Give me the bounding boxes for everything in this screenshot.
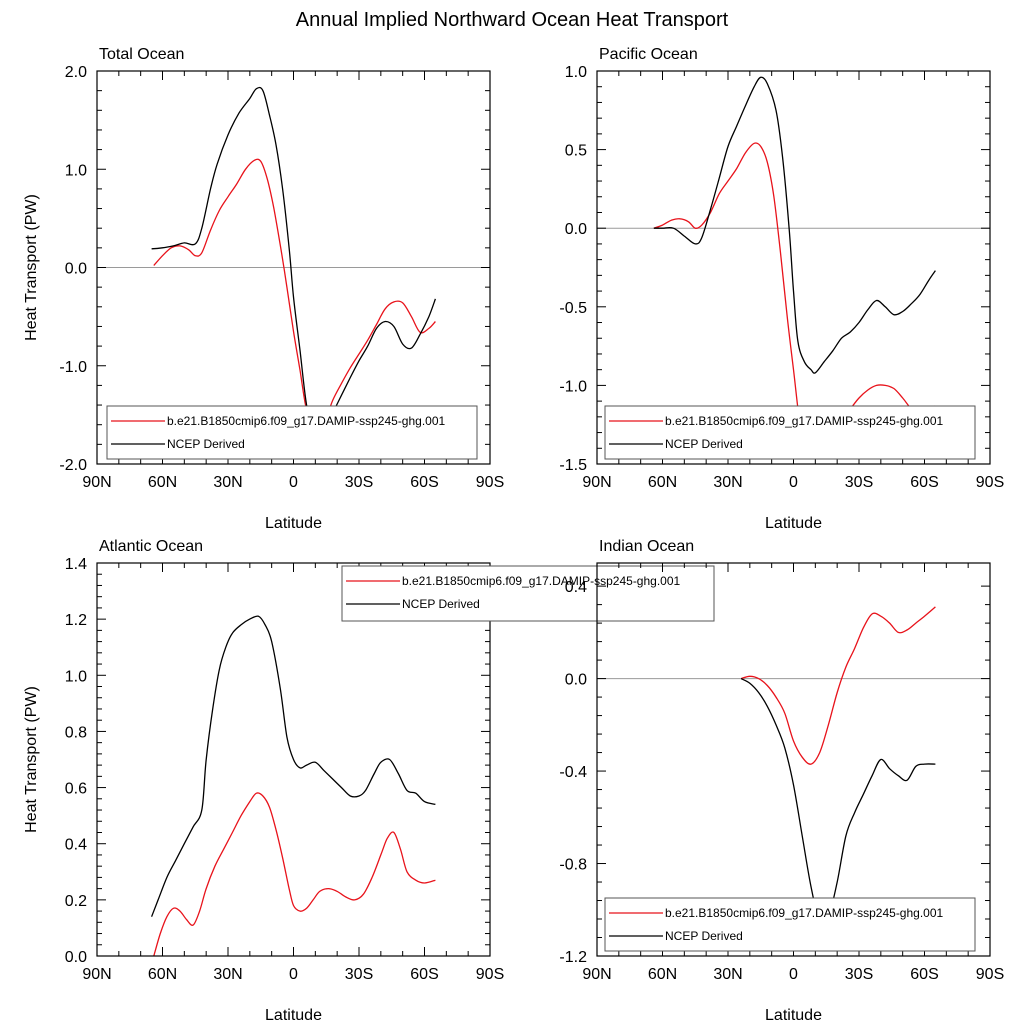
series-line-model — [653, 142, 936, 458]
x-tick-label: 90S — [476, 474, 504, 491]
x-tick-label: 60S — [910, 966, 938, 983]
figure-title: Annual Implied Northward Ocean Heat Tran… — [296, 9, 729, 31]
panel-title: Indian Ocean — [599, 538, 694, 555]
panel-total-ocean: Total Ocean 90N 60N 30N 0 30S 60S 90S -2.0 -1.0 0.… — [23, 46, 504, 532]
x-tick-label: 60S — [910, 474, 938, 491]
legend-label: NCEP Derived — [665, 929, 743, 943]
legend: b.e21.B1850cmip6.f09_g17.DAMIP-ssp245-gh… — [341, 565, 715, 622]
x-tick-label: 30N — [213, 474, 242, 491]
plot-frame — [596, 562, 991, 957]
legend-label: b.e21.B1850cmip6.f09_g17.DAMIP-ssp245-gh… — [167, 414, 446, 428]
x-tick-label: 90S — [976, 474, 1004, 491]
x-tick-label: 0 — [789, 474, 798, 491]
x-tick-label: 30S — [345, 966, 373, 983]
y-tick-label: -0.5 — [559, 300, 587, 317]
y-tick-label: 1.2 — [65, 612, 87, 629]
x-tick-label: 60N — [648, 474, 677, 491]
x-axis-label: Latitude — [265, 1007, 322, 1024]
x-axis-label: Latitude — [265, 515, 322, 532]
x-tick-label: 30N — [213, 966, 242, 983]
y-tick-label: 0.4 — [565, 579, 587, 596]
x-tick-label: 30S — [845, 474, 873, 491]
legend-label: NCEP Derived — [167, 437, 245, 451]
x-axis-label: Latitude — [765, 1007, 822, 1024]
x-axis-label: Latitude — [765, 515, 822, 532]
x-tick-label: 30S — [345, 474, 373, 491]
y-tick-label: 0.8 — [65, 724, 87, 741]
y-tick-label: 0.5 — [565, 143, 587, 160]
series-line-model — [153, 792, 436, 957]
legend-box — [341, 565, 715, 622]
series-line-ncep — [151, 86, 437, 434]
panel-atlantic-ocean: Atlantic Ocean 90N 60N 30N 0 30S 60S 90S 0.0 0.2 0… — [23, 538, 715, 1024]
series-line-ncep — [653, 76, 936, 374]
x-tick-label: 60S — [410, 474, 438, 491]
y-tick-label: -1.0 — [59, 359, 87, 376]
x-tick-label: 90N — [82, 474, 111, 491]
legend: b.e21.B1850cmip6.f09_g17.DAMIP-ssp245-gh… — [604, 405, 976, 460]
y-tick-label: -1.2 — [559, 949, 587, 966]
legend-label: NCEP Derived — [665, 437, 743, 451]
plot-frame — [596, 70, 991, 465]
legend-box — [604, 405, 976, 460]
series-line-ncep — [150, 615, 436, 917]
x-tick-label: 90N — [82, 966, 111, 983]
y-tick-label: 1.0 — [65, 668, 87, 685]
y-tick-label: 1.0 — [565, 64, 587, 81]
x-tick-label: 60S — [410, 966, 438, 983]
legend-box — [106, 405, 478, 460]
y-tick-label: 2.0 — [65, 64, 87, 81]
y-tick-label: 0.4 — [65, 837, 87, 854]
x-tick-label: 90N — [582, 966, 611, 983]
y-tick-label: 0.0 — [565, 221, 587, 238]
legend-label: NCEP Derived — [402, 597, 480, 611]
y-axis-label: Heat Transport (PW) — [23, 194, 40, 341]
y-tick-label: 1.4 — [65, 556, 87, 573]
y-tick-label: 0.0 — [65, 949, 87, 966]
legend-label: b.e21.B1850cmip6.f09_g17.DAMIP-ssp245-gh… — [665, 414, 944, 428]
x-tick-label: 0 — [789, 966, 798, 983]
x-tick-label: 30N — [713, 966, 742, 983]
legend: b.e21.B1850cmip6.f09_g17.DAMIP-ssp245-gh… — [106, 405, 478, 460]
y-tick-label: -0.8 — [559, 857, 587, 874]
y-tick-label: 0.0 — [565, 672, 587, 689]
legend-box — [604, 897, 976, 952]
legend-label: b.e21.B1850cmip6.f09_g17.DAMIP-ssp245-gh… — [402, 574, 681, 588]
series-line-model — [153, 158, 436, 431]
x-tick-label: 60N — [148, 474, 177, 491]
series-line-model — [740, 606, 936, 765]
panel-title: Total Ocean — [99, 46, 184, 63]
y-tick-label: -1.0 — [559, 378, 587, 395]
y-tick-label: -2.0 — [59, 457, 87, 474]
y-axis-label: Heat Transport (PW) — [23, 686, 40, 833]
x-tick-label: 30S — [845, 966, 873, 983]
panel-indian-ocean: Indian Ocean 90N 60N 30N 0 30S 60S 90S -1.2 -0.8 -… — [559, 538, 1004, 1024]
y-tick-label: 1.0 — [65, 162, 87, 179]
x-tick-label: 0 — [289, 474, 298, 491]
x-tick-label: 60N — [648, 966, 677, 983]
y-tick-label: 0.0 — [65, 261, 87, 278]
panel-title: Atlantic Ocean — [99, 538, 203, 555]
x-tick-label: 90N — [582, 474, 611, 491]
legend-label: b.e21.B1850cmip6.f09_g17.DAMIP-ssp245-gh… — [665, 906, 944, 920]
y-tick-label: -0.4 — [559, 764, 587, 781]
panel-title: Pacific Ocean — [599, 46, 698, 63]
x-tick-label: 30N — [713, 474, 742, 491]
legend: b.e21.B1850cmip6.f09_g17.DAMIP-ssp245-gh… — [604, 897, 976, 952]
y-tick-label: 0.6 — [65, 781, 87, 798]
x-tick-label: 90S — [976, 966, 1004, 983]
y-tick-label: -1.5 — [559, 457, 587, 474]
x-tick-label: 0 — [289, 966, 298, 983]
series-line-ncep — [740, 678, 936, 925]
y-tick-label: 0.2 — [65, 893, 87, 910]
x-tick-label: 60N — [148, 966, 177, 983]
panel-pacific-ocean: Pacific Ocean 90N 60N 30N 0 30S 60S 90S -1.5 -1.0… — [559, 46, 1004, 532]
x-tick-label: 90S — [476, 966, 504, 983]
